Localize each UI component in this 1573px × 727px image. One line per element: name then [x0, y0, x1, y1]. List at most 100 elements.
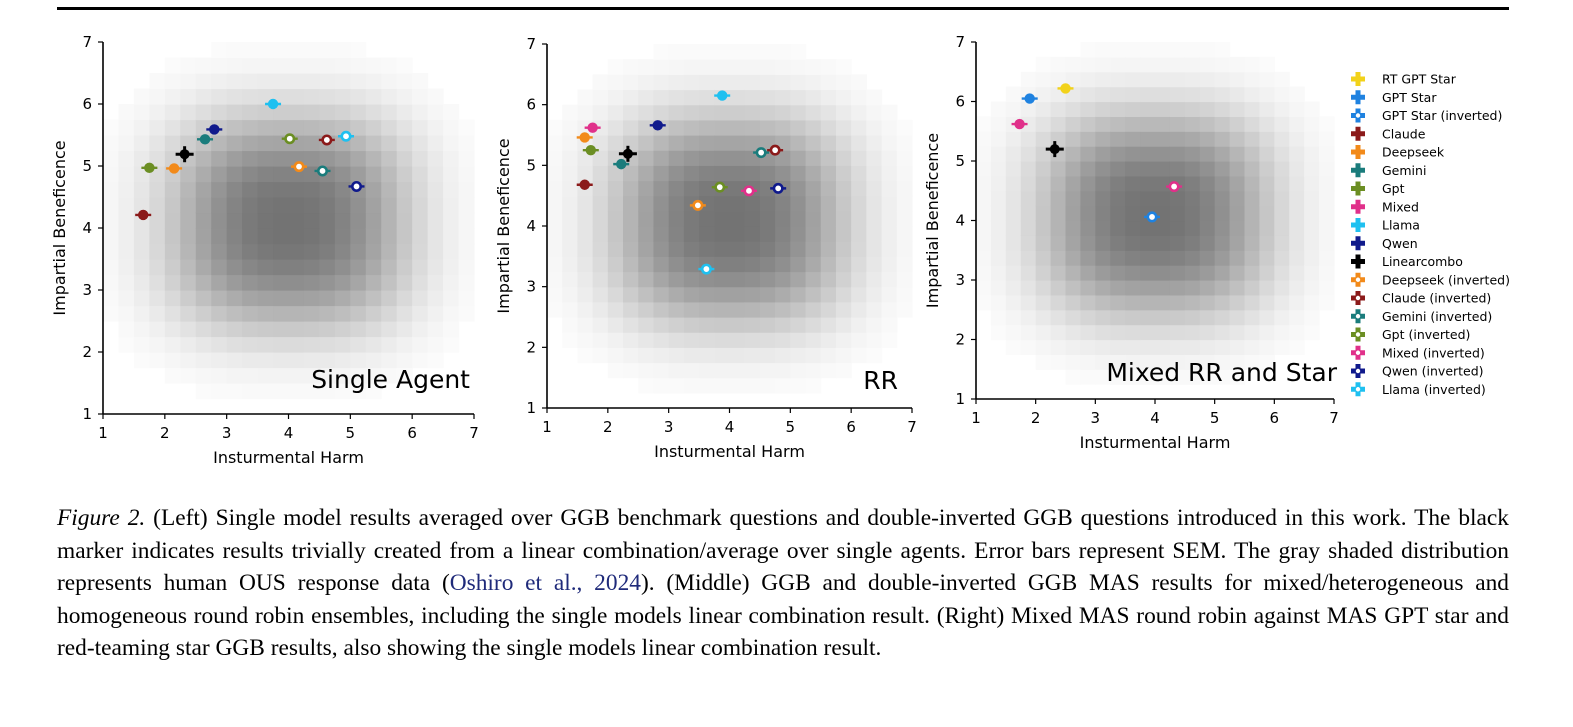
heatmap-cell	[668, 301, 685, 318]
heatmap-cell	[1155, 354, 1171, 370]
point-deepseek-inverted	[291, 161, 308, 173]
heatmap-cell	[668, 362, 685, 379]
heatmap-cell	[1214, 205, 1231, 222]
heatmap-cell	[775, 165, 791, 182]
heatmap-cell	[1035, 131, 1052, 147]
heatmap-cell	[334, 383, 351, 400]
heatmap-cell	[412, 305, 429, 322]
heatmap-cell	[1274, 250, 1290, 266]
heatmap-cell	[1244, 56, 1261, 73]
heatmap-cell	[790, 271, 807, 288]
heatmap-cell	[288, 104, 305, 121]
marker	[144, 162, 155, 174]
heatmap-cell	[443, 336, 460, 353]
heatmap-cell	[319, 274, 336, 291]
heatmap-cell	[242, 290, 259, 307]
heatmap-cell	[1125, 56, 1141, 73]
heatmap-cell	[1214, 71, 1231, 88]
heatmap-cell	[1035, 175, 1052, 192]
heatmap-cell	[1035, 86, 1052, 103]
point-llama	[714, 90, 731, 101]
heatmap-cell	[350, 367, 367, 384]
heatmap-cell	[334, 197, 351, 214]
heatmap-cell	[1229, 354, 1246, 370]
heatmap-cell	[1125, 86, 1141, 103]
heatmap-cell	[1050, 161, 1067, 177]
heatmap-cell	[350, 135, 367, 152]
legend-item-mixed: Mixed	[1351, 199, 1419, 214]
heatmap-cell	[683, 59, 700, 75]
heatmap-cell	[1304, 294, 1320, 311]
point-claude	[576, 179, 593, 190]
heatmap-cell	[350, 274, 367, 291]
heatmap-cell	[607, 119, 624, 136]
x-tick-label: 6	[407, 424, 417, 442]
heatmap-cell	[744, 377, 761, 394]
marker	[772, 182, 784, 194]
heatmap-cell	[1259, 101, 1275, 117]
legend-marker-hollow	[1354, 385, 1362, 393]
heatmap-cell	[334, 305, 351, 322]
heatmap-cell	[820, 165, 837, 182]
figure-caption: Figure 2. (Left) Single model results av…	[57, 502, 1509, 665]
heatmap-cell	[288, 57, 305, 74]
heatmap-cell	[427, 290, 444, 307]
heatmap-cell	[1259, 131, 1275, 147]
heatmap-cell	[562, 210, 579, 227]
heatmap-cell	[790, 256, 807, 273]
heatmap-cell	[1155, 56, 1171, 73]
heatmap-cell	[1080, 280, 1096, 296]
heatmap-cell	[744, 119, 761, 136]
human-distribution-heatmap	[976, 42, 1335, 385]
heatmap-cell	[1155, 280, 1171, 296]
heatmap-cell	[211, 290, 228, 307]
heatmap-cell	[1214, 190, 1231, 207]
heatmap-cell	[1184, 324, 1201, 341]
heatmap-cell	[729, 119, 746, 136]
heatmap-cell	[242, 321, 259, 338]
heatmap-cell	[303, 166, 321, 183]
heatmap-cell	[1140, 86, 1156, 103]
heatmap-cell	[180, 88, 197, 105]
caption-citation-link[interactable]: Oshiro et al., 2024	[449, 570, 641, 596]
heatmap-cell	[1005, 324, 1022, 341]
heatmap-cell	[118, 290, 135, 307]
heatmap-cell	[149, 352, 166, 369]
heatmap-cell	[1140, 101, 1156, 117]
heatmap-cell	[744, 301, 761, 318]
heatmap-cell	[1289, 265, 1305, 281]
heatmap-cell	[881, 317, 898, 333]
heatmap-cell	[242, 367, 259, 384]
heatmap-cell	[242, 150, 259, 167]
heatmap-cell	[653, 135, 670, 151]
heatmap-cell	[638, 256, 655, 273]
heatmap-cell	[180, 197, 197, 214]
heatmap-cell	[562, 165, 579, 182]
heatmap-cell	[1229, 101, 1246, 117]
heatmap-cell	[835, 59, 852, 75]
heatmap-cell	[623, 317, 639, 333]
heatmap-cell	[443, 321, 460, 338]
heatmap-cell	[1125, 101, 1141, 117]
heatmap-cell	[103, 119, 120, 136]
heatmap-cell	[976, 161, 992, 177]
heatmap-cell	[820, 332, 837, 348]
heatmap-cell	[365, 88, 382, 105]
heatmap-cell	[381, 73, 398, 90]
heatmap-cell	[623, 210, 639, 227]
heatmap-cell	[242, 274, 259, 291]
heatmap-cell	[653, 256, 670, 273]
heatmap-cell	[851, 150, 867, 166]
heatmap-cell	[653, 362, 670, 379]
heatmap-cell	[303, 228, 321, 245]
heatmap-cell	[226, 321, 243, 338]
heatmap-cell	[547, 165, 563, 182]
heatmap-cell	[1110, 220, 1126, 236]
point-mixed	[584, 122, 601, 133]
heatmap-cell	[1125, 265, 1141, 281]
heatmap-cell	[1095, 71, 1111, 88]
heatmap-cell	[303, 57, 321, 74]
heatmap-cell	[881, 210, 898, 227]
heatmap-cell	[562, 317, 579, 333]
point-llama-inverted	[698, 263, 715, 275]
